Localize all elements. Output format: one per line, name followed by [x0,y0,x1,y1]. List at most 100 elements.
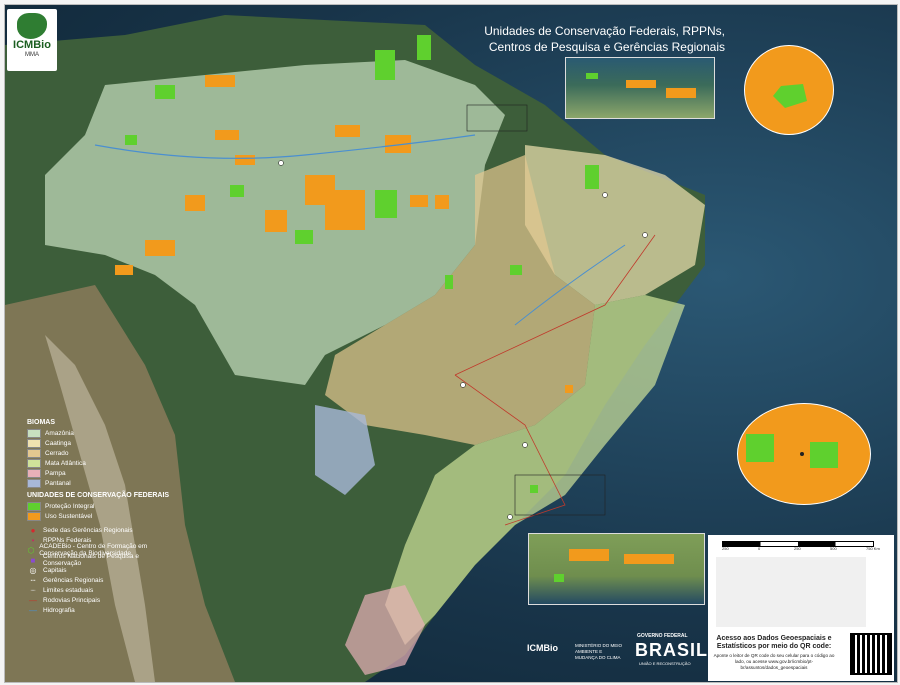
map-canvas [5,15,705,682]
legend-bioma-swatch [27,478,41,488]
scale-label: 250 [722,546,729,551]
scale-labels: 250 0 250 500 750 Km [722,535,882,551]
footer-logos: ICMBio MINISTÉRIO DO MEIO AMBIENTE E MUD… [527,633,707,673]
inset-amapa-para [565,57,715,119]
legend-symbol-label: Hidrografia [43,606,75,614]
legend-uc-item: Proteção Integral [27,501,177,511]
legend-biomas-title: BIOMAS [27,419,55,426]
footer-ministerio: MINISTÉRIO DO MEIO AMBIENTE E MUDANÇA DO… [575,643,623,660]
map-title: Unidades de Conservação Federais, RPPNs,… [465,23,725,55]
hexagon-icon: ⬡ [27,545,35,555]
metadata-text-block [716,557,866,627]
uc-protecao-integral [125,35,599,591]
inset-rocas-shape [773,84,807,108]
inset-sudeste-shapes [554,549,674,582]
legend-bioma-label: Cerrado [45,449,69,457]
biome-mata-atlantica [385,295,685,645]
amazon-river [94,134,476,159]
legend-symbol-item: • RPPNs Federais [27,535,177,545]
legend-bioma-item: Amazônia [27,428,177,438]
legend-symbol-label: Gerências Regionais [43,576,104,584]
legend-bioma-item: Caatinga [27,438,177,448]
legend-symbol-item: ■ Centros Nacionais de Pesquisa e Conserv… [27,553,177,567]
map-legend: BIOMAS Amazônia Caatinga Cerrado Mata Atlân… [27,417,177,615]
footer-gov-top: GOVERNO FEDERAL [637,633,688,639]
north-arrow-icon: N [867,586,874,596]
legend-bioma-swatch [27,458,41,468]
legend-symbol-label: Sede das Gerências Regionais [43,526,133,534]
inset-circle-trindade [737,403,871,505]
legend-symbols-list: ● Sede das Gerências Regionais • RPPNs Fede… [27,525,177,615]
scale-label: 0 [758,546,761,551]
legend-biomas-list: Amazônia Caatinga Cerrado Mata Atlântica Pam… [27,428,177,488]
dotted-line-icon: ┈ [30,585,36,595]
legend-symbol-label: Limites estaduais [43,586,94,594]
legend-uc-label: Proteção Integral [45,502,95,510]
inset-sudeste [528,533,705,605]
scale-label: 750 Km [866,546,880,551]
qr-code[interactable] [850,633,892,675]
legend-uc-item: Uso Sustentável [27,511,177,521]
qr-cta-title: Acesso aos Dados Geoespaciais e Estatíst… [716,635,832,650]
legend-uc-title: UNIDADES DE CONSERVAÇÃO FEDERAIS [27,492,170,499]
legend-bioma-item: Pampa [27,468,177,478]
scale-label: 250 [794,546,801,551]
legend-uc-label: Uso Sustentável [45,512,93,520]
inset-outline-sudeste [514,474,606,516]
legend-symbol-item: — Hidrografia [27,605,177,615]
legend-uc-list: Proteção Integral Uso Sustentável [27,501,177,521]
legend-symbol-label: Rodovias Principais [43,596,101,604]
map-frame: ICMBio MMA Unidades de Conservação Feder… [4,4,898,683]
leaf-icon [17,13,47,39]
square-icon: ■ [30,555,36,565]
scale-bar [722,541,874,547]
legend-bioma-label: Pampa [45,469,66,477]
legend-symbol-item: ⬡ ACADEBio - Centro de Formação em Conser… [27,543,177,557]
legend-symbol-item: ◎ Capitais [27,565,177,575]
sao-francisco-river [514,244,626,326]
legend-bioma-label: Pantanal [45,479,71,487]
small-dot-icon: • [31,535,35,545]
info-box: 250 0 250 500 750 Km Acesso aos Dados Geoesp… [708,535,894,681]
qr-cta-subtitle: Aponte o leitor de QR code do seu celula… [713,653,835,670]
legend-symbol-item: ┄ Gerências Regionais [27,575,177,585]
road-line-icon: — [29,595,37,605]
legend-bioma-swatch [27,428,41,438]
footer-gov-brasil: BRASIL [635,640,708,660]
legend-bioma-label: Caatinga [45,439,72,447]
legend-bioma-label: Mata Atlântica [45,459,86,467]
legend-symbol-item: ● Sede das Gerências Regionais [27,525,177,535]
red-dot-icon: ● [30,525,36,535]
legend-bioma-swatch [27,438,41,448]
legend-uc-swatch [27,511,41,521]
title-line-2: Centros de Pesquisa e Gerências Regionai… [488,40,725,54]
legend-bioma-item: Pantanal [27,478,177,488]
inset-outline-amapa [466,104,528,132]
legend-uc-swatch [27,501,41,511]
biome-caatinga [525,145,705,305]
scale-label: 500 [830,546,837,551]
dashed-line-icon: ┄ [30,575,36,585]
biome-pantanal [315,405,375,495]
footer-icmbio: ICMBio [527,643,558,653]
legend-symbol-item: — Rodovias Principais [27,595,177,605]
logo-name: ICMBio [13,39,51,51]
title-line-1: Unidades de Conservação Federais, RPPNs, [484,24,725,38]
river-line-icon: — [29,605,37,615]
capital-markers [278,160,648,520]
biome-pampa [345,585,425,675]
legend-bioma-swatch [27,448,41,458]
legend-bioma-label: Amazônia [45,429,74,437]
biome-cerrado [325,155,595,445]
inset-amapa-shapes [586,73,696,98]
inset-trindade-shapes [746,434,838,468]
footer-gov-sub: UNIÃO E RECONSTRUÇÃO [639,661,691,666]
legend-bioma-item: Mata Atlântica [27,458,177,468]
legend-bioma-item: Cerrado [27,448,177,458]
legend-symbol-label: ACADEBio - Centro de Formação em Conserv… [39,543,148,557]
andes-snow [45,335,155,682]
icmbio-logo: ICMBio MMA [7,9,57,71]
uc-uso-sustentavel [115,75,573,393]
target-icon: ◎ [29,565,37,575]
legend-symbol-label: Capitais [43,566,67,574]
